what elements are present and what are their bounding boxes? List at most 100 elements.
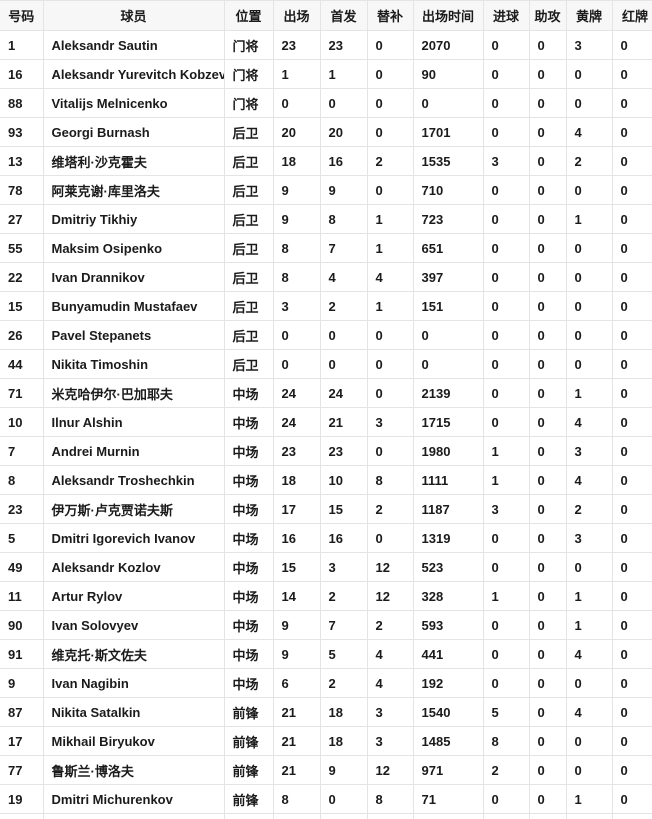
cell-yellow-cards: 0: [565, 262, 613, 292]
cell-position: 中场: [223, 610, 274, 640]
cell-goals: 0: [482, 117, 530, 147]
cell-goals: 1: [482, 581, 530, 611]
cell-appearances: 24: [272, 407, 321, 437]
cell-minutes: 2070: [412, 30, 484, 60]
cell-sub-appearances: 1: [366, 291, 414, 321]
table-row: 55 Maksim Osipenko 后卫 8 7 1 651 0 0 0 0: [0, 233, 652, 263]
cell-starts: 23: [319, 30, 368, 60]
cell-goals: 0: [482, 320, 530, 350]
cell-red-cards: 0: [611, 581, 652, 611]
table-row: 49 Aleksandr Kozlov 中场 15 3 12 523 0 0 0 0: [0, 552, 652, 582]
cell-appearances: 15: [272, 552, 321, 582]
cell-goals: 0: [482, 610, 530, 640]
cell-position: 中场: [223, 378, 274, 408]
cell-minutes: 90: [412, 59, 484, 89]
cell-appearances: 21: [272, 697, 321, 727]
col-header-assists: 助攻: [528, 0, 567, 31]
cell-number: 49: [0, 552, 44, 582]
cell-goals: 0: [482, 639, 530, 669]
cell-sub-appearances: 1: [366, 233, 414, 263]
cell-minutes: 1111: [412, 465, 484, 495]
cell-position: 后卫: [223, 204, 274, 234]
cell-position: 门将: [223, 59, 274, 89]
cell-minutes: 151: [412, 291, 484, 321]
cell-appearances: 18: [272, 465, 321, 495]
cell-sub-appearances: 12: [366, 755, 414, 785]
cell-yellow-cards: 0: [565, 291, 613, 321]
cell-player: Nikita Timoshin: [42, 349, 225, 379]
cell-position: 后卫: [223, 349, 274, 379]
cell-goals: 5: [482, 697, 530, 727]
cell-starts: 2: [319, 581, 368, 611]
cell-appearances: 18: [272, 146, 321, 176]
cell-sub-appearances: 12: [366, 581, 414, 611]
table-row: 23 伊万斯·卢克贾诺夫斯 中场 17 15 2 1187 3 0 2 0: [0, 494, 652, 524]
cell-sub-appearances: 4: [366, 262, 414, 292]
cell-goals: 0: [482, 88, 530, 118]
cell-appearances: 9: [272, 639, 321, 669]
cell-position: 中场: [223, 494, 274, 524]
cell-sub-appearances: 8: [366, 465, 414, 495]
cell-red-cards: 0: [611, 117, 652, 147]
cell-red-cards: 0: [611, 378, 652, 408]
cell-minutes: 723: [412, 204, 484, 234]
cell-minutes: 651: [412, 233, 484, 263]
cell-player: Georgi Burnash: [42, 117, 225, 147]
cell-assists: 0: [528, 407, 567, 437]
cell-goals: 0: [482, 262, 530, 292]
cell-number: 13: [0, 146, 44, 176]
cell-starts: 2: [319, 668, 368, 698]
cell-minutes: 1980: [412, 436, 484, 466]
cell-starts: 15: [319, 494, 368, 524]
cell-player: Ivan Nagibin: [42, 668, 225, 698]
cell-starts: 21: [319, 407, 368, 437]
cell-appearances: 24: [272, 378, 321, 408]
cell-assists: 0: [528, 610, 567, 640]
cell-number: 87: [0, 697, 44, 727]
cell-minutes: 1715: [412, 407, 484, 437]
cell-number: 91: [0, 639, 44, 669]
cell-yellow-cards: 3: [565, 436, 613, 466]
cell-appearances: 8: [272, 262, 321, 292]
cell-minutes: 1485: [412, 726, 484, 756]
cell-empty: [366, 813, 414, 819]
cell-assists: 0: [528, 146, 567, 176]
cell-starts: 0: [319, 784, 368, 814]
cell-starts: 24: [319, 378, 368, 408]
cell-goals: 0: [482, 30, 530, 60]
table-row: 13 维塔利·沙克霍夫 后卫 18 16 2 1535 3 0 2 0: [0, 146, 652, 176]
col-header-number: 号码: [0, 0, 44, 31]
cell-player: Andrei Murnin: [42, 436, 225, 466]
cell-minutes: 0: [412, 349, 484, 379]
cell-yellow-cards: 4: [565, 639, 613, 669]
cell-assists: 0: [528, 378, 567, 408]
cell-goals: 0: [482, 175, 530, 205]
cell-player: Aleksandr Kozlov: [42, 552, 225, 582]
cell-empty: [272, 813, 321, 819]
cell-goals: 0: [482, 668, 530, 698]
cell-position: 前锋: [223, 697, 274, 727]
cell-red-cards: 0: [611, 204, 652, 234]
cell-appearances: 9: [272, 610, 321, 640]
cell-appearances: 17: [272, 494, 321, 524]
table-row: 91 维克托·斯文佐夫 中场 9 5 4 441 0 0 4 0: [0, 639, 652, 669]
cell-goals: 0: [482, 552, 530, 582]
cell-sub-appearances: 3: [366, 697, 414, 727]
cell-assists: 0: [528, 639, 567, 669]
cell-red-cards: 0: [611, 465, 652, 495]
table-row: 44 Nikita Timoshin 后卫 0 0 0 0 0 0 0 0: [0, 349, 652, 379]
cell-assists: 0: [528, 262, 567, 292]
cell-number: 19: [0, 784, 44, 814]
cell-sub-appearances: 2: [366, 494, 414, 524]
cell-number: 16: [0, 59, 44, 89]
cell-goals: 0: [482, 291, 530, 321]
table-row: 16 Aleksandr Yurevitch Kobzev 门将 1 1 0 90 0 0 0 0: [0, 59, 652, 89]
cell-assists: 0: [528, 668, 567, 698]
cell-player: 维克托·斯文佐夫: [42, 639, 225, 669]
cell-starts: 20: [319, 117, 368, 147]
cell-yellow-cards: 2: [565, 494, 613, 524]
cell-red-cards: 0: [611, 349, 652, 379]
cell-appearances: 9: [272, 175, 321, 205]
cell-position: 中场: [223, 552, 274, 582]
